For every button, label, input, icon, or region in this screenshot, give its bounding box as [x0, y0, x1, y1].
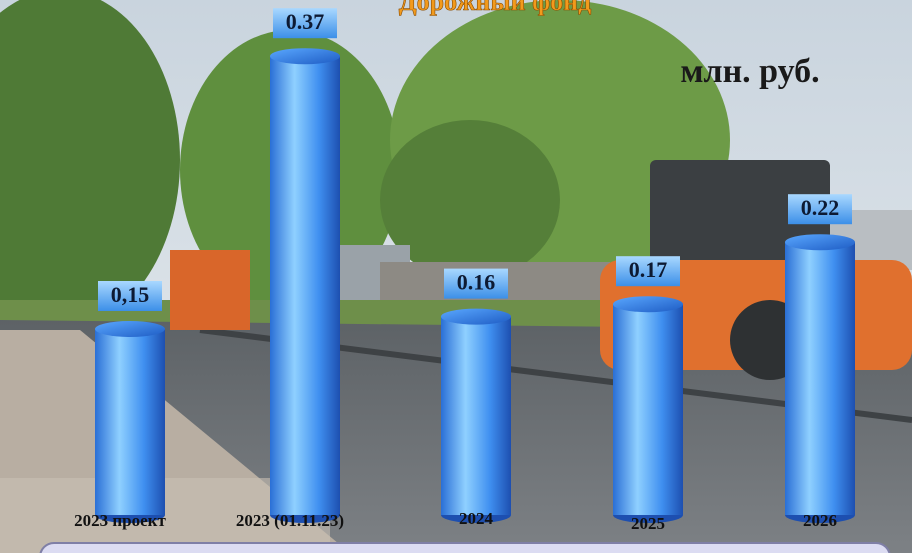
x-tick-label: 2023 (01.11.23): [236, 511, 344, 530]
bar: [441, 316, 511, 515]
value-label-box: [98, 281, 162, 311]
bar: [95, 329, 165, 515]
cylinder-top: [270, 48, 340, 65]
value-label: 0.37: [286, 9, 325, 34]
bar: [613, 304, 683, 515]
value-label: 0.17: [629, 257, 668, 282]
value-label: 0.16: [457, 270, 496, 295]
cylinder-top: [613, 296, 683, 313]
cylinder-top: [441, 308, 511, 325]
cylinder-top: [785, 234, 855, 251]
value-label: 0,15: [111, 282, 150, 307]
x-tick-label: 2025: [631, 514, 665, 533]
bar: [785, 242, 855, 515]
x-tick-label: 2024: [459, 509, 494, 528]
chart-title: Дорожный фонд: [399, 0, 591, 16]
x-tick-label: 2026: [803, 511, 837, 530]
bar: [270, 56, 340, 515]
value-label-box: [444, 268, 508, 299]
value-label: 0.22: [801, 195, 840, 220]
value-label-box: [788, 194, 852, 225]
value-label-box: [273, 8, 337, 39]
x-tick-label: 2023 проект: [74, 511, 166, 530]
cylinder-top: [95, 321, 165, 337]
unit-label: млн. руб.: [680, 53, 819, 90]
value-label-box: [616, 256, 680, 287]
